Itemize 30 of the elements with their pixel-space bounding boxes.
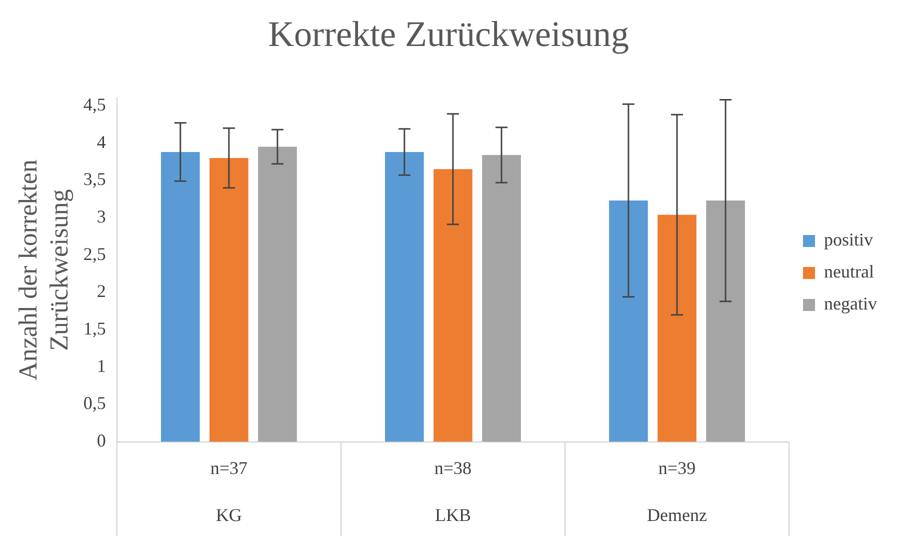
y-tick-label: 0: [96, 430, 106, 451]
bar: [609, 200, 648, 442]
bar: [434, 169, 472, 442]
y-tick-label: 1: [96, 356, 106, 376]
y-tick-label: 3,5: [83, 169, 106, 190]
x-tick-label: LKB: [434, 505, 471, 526]
bar: [385, 152, 424, 442]
y-tick-label: 4,5: [83, 94, 106, 114]
y-tick-label: 2: [96, 281, 106, 302]
bar: [482, 154, 521, 442]
bar: [160, 152, 200, 442]
text: n=39: [658, 458, 696, 478]
y-axis-title: Anzahl der korrekten Zurückweisung: [13, 160, 74, 380]
y-tick-label: 1,5: [83, 318, 106, 338]
legend-label: neutral: [824, 262, 874, 282]
legend-label: negativ: [824, 294, 878, 314]
y-tick-label: 4: [96, 132, 106, 152]
bar: [706, 200, 745, 442]
y-tick-label: 0,5: [83, 393, 106, 414]
x-tick-label: KG: [216, 505, 242, 526]
bar: [210, 158, 248, 442]
bar: [258, 146, 297, 442]
bar: [658, 214, 696, 442]
text: n=38: [434, 458, 472, 478]
text: n=37: [210, 458, 248, 478]
y-tick-label: 3: [96, 206, 106, 226]
legend-label: positiv: [824, 230, 874, 250]
x-tick-label: Demenz: [647, 505, 707, 526]
chart-title: Korrekte Zurückweisung: [268, 14, 629, 54]
y-tick-label: 2,5: [83, 244, 106, 264]
